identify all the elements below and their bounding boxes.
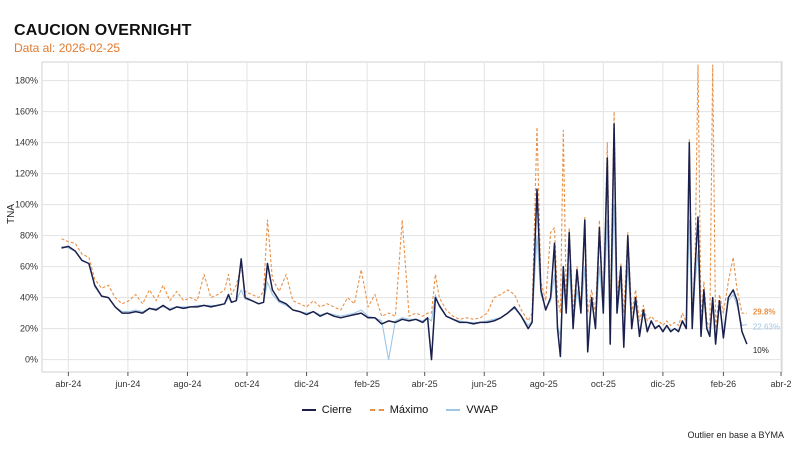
legend-key-vwap bbox=[446, 409, 461, 411]
chart-subtitle: Data al: 2026-02-25 bbox=[14, 41, 121, 55]
end-label-cierre: 10% bbox=[753, 346, 769, 355]
series-line-mximo bbox=[61, 64, 747, 330]
legend-item-maximo: Máximo bbox=[369, 404, 429, 416]
x-axis: abr-24 jun-24 ago-24 oct-24 dic-24 feb-25 abr-… bbox=[55, 372, 792, 389]
legend-item-cierre: Cierre bbox=[301, 404, 352, 416]
x-tick-label: dic-24 bbox=[294, 379, 319, 389]
y-axis-label: TNA bbox=[6, 204, 17, 224]
y-tick-label: 0% bbox=[25, 355, 38, 365]
series-lines bbox=[61, 64, 748, 361]
x-tick-label: feb-25 bbox=[354, 379, 380, 389]
legend: Cierre Máximo VWAP bbox=[0, 404, 800, 416]
y-tick-label: 100% bbox=[15, 200, 38, 210]
x-tick-label: jun-24 bbox=[114, 379, 140, 389]
x-tick-label: oct-24 bbox=[235, 379, 260, 389]
line-chart: 0% 20% 40% 60% 80% 100% 120% 140% 160% 180% abr-2… bbox=[6, 61, 792, 389]
y-tick-label: 180% bbox=[15, 76, 38, 86]
x-tick-label: dic-25 bbox=[651, 379, 676, 389]
x-tick-label: abr-25 bbox=[412, 379, 438, 389]
x-tick-label: oct-25 bbox=[591, 379, 616, 389]
x-tick-label: abr-2 bbox=[771, 379, 792, 389]
plot-area bbox=[41, 61, 783, 373]
legend-label-vwap: VWAP bbox=[466, 404, 499, 416]
end-label-mximo: 29.8% bbox=[753, 307, 776, 316]
y-tick-label: 120% bbox=[15, 169, 38, 179]
y-tick-label: 60% bbox=[20, 262, 38, 272]
grid-lines bbox=[41, 61, 783, 373]
legend-label-maximo: Máximo bbox=[389, 404, 429, 416]
x-tick-label: ago-24 bbox=[173, 379, 201, 389]
y-axis: 0% 20% 40% 60% 80% 100% 120% 140% 160% 180% bbox=[15, 76, 38, 365]
series-line-cierre bbox=[61, 123, 748, 361]
legend-key-cierre bbox=[301, 409, 316, 411]
legend-item-vwap: VWAP bbox=[446, 404, 498, 416]
x-tick-label: ago-25 bbox=[530, 379, 558, 389]
end-label-vwap: 22.63% bbox=[753, 323, 780, 332]
y-tick-label: 20% bbox=[20, 324, 38, 334]
series-line-vwap bbox=[61, 204, 748, 361]
end-labels: 29.8% 22.63% 10% bbox=[753, 307, 780, 355]
y-tick-label: 160% bbox=[15, 107, 38, 117]
x-tick-label: feb-26 bbox=[711, 379, 737, 389]
footnote: Outlier en base a BYMA bbox=[687, 430, 784, 440]
y-tick-label: 40% bbox=[20, 293, 38, 303]
legend-label-cierre: Cierre bbox=[321, 404, 352, 416]
chart-title: CAUCION OVERNIGHT bbox=[14, 22, 192, 39]
y-tick-label: 80% bbox=[20, 231, 38, 241]
x-tick-label: abr-24 bbox=[55, 379, 81, 389]
y-tick-label: 140% bbox=[15, 138, 38, 148]
legend-key-maximo bbox=[369, 409, 384, 411]
x-tick-label: jun-25 bbox=[471, 379, 497, 389]
